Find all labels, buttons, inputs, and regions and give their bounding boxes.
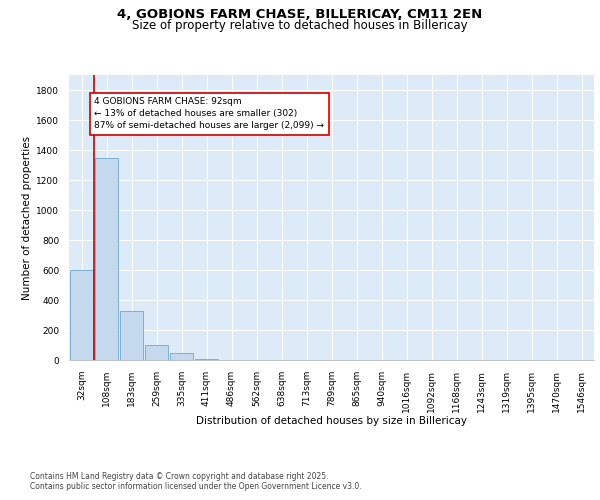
Text: Contains HM Land Registry data © Crown copyright and database right 2025.: Contains HM Land Registry data © Crown c… [30, 472, 329, 481]
Text: 4 GOBIONS FARM CHASE: 92sqm
← 13% of detached houses are smaller (302)
87% of se: 4 GOBIONS FARM CHASE: 92sqm ← 13% of det… [95, 98, 325, 130]
Text: Size of property relative to detached houses in Billericay: Size of property relative to detached ho… [132, 19, 468, 32]
Bar [95, 158, 118, 360]
Text: 4, GOBIONS FARM CHASE, BILLERICAY, CM11 2EN: 4, GOBIONS FARM CHASE, BILLERICAY, CM11 … [118, 8, 482, 20]
Text: Contains public sector information licensed under the Open Government Licence v3: Contains public sector information licen… [30, 482, 362, 491]
Bar [119, 310, 143, 360]
Bar [145, 345, 169, 360]
X-axis label: Distribution of detached houses by size in Billericay: Distribution of detached houses by size … [196, 416, 467, 426]
Bar [170, 352, 193, 360]
Y-axis label: Number of detached properties: Number of detached properties [22, 136, 32, 300]
Bar [70, 270, 94, 360]
